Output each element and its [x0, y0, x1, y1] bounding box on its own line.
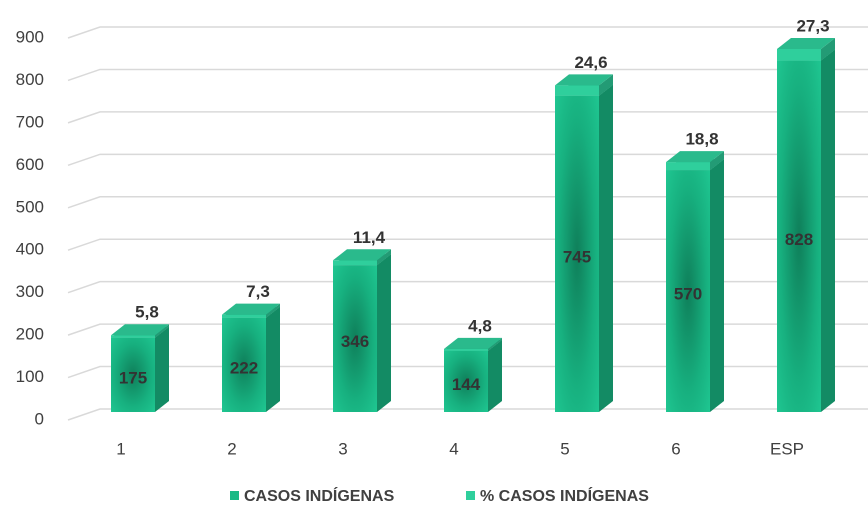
grid-line [67, 280, 868, 294]
grid-line [67, 238, 868, 251]
bar [666, 162, 710, 171]
y-tick-label: 200 [16, 325, 44, 344]
y-tick-label: 800 [16, 70, 44, 89]
y-tick-label: 600 [16, 155, 44, 174]
y-tick-label: 500 [16, 197, 44, 216]
bar [555, 95, 599, 413]
bar-side [155, 324, 169, 338]
grid-line [67, 111, 868, 124]
bar [333, 260, 377, 266]
grid-line [67, 196, 868, 209]
data-label: 5,8 [135, 303, 159, 322]
data-label: 175 [119, 368, 147, 387]
bar [444, 350, 488, 412]
bar-side [266, 306, 280, 412]
y-tick-label: 700 [16, 112, 44, 131]
data-label: 27,3 [796, 16, 829, 35]
data-label: 4,8 [468, 316, 492, 335]
bar-side [710, 151, 724, 171]
data-label: 346 [341, 332, 369, 351]
y-tick-label: 300 [16, 282, 44, 301]
grid-line [67, 153, 868, 167]
x-tick-label: 5 [560, 439, 569, 458]
bar-side [266, 303, 280, 318]
bar [444, 348, 488, 351]
data-label: 745 [563, 247, 591, 266]
data-label: 11,4 [353, 228, 386, 247]
grid-line [67, 68, 868, 82]
x-tick-label: 3 [338, 439, 347, 458]
bar [666, 170, 710, 412]
bar-side [821, 37, 835, 61]
bar [333, 265, 377, 412]
y-tick-label: 100 [16, 367, 44, 386]
bar-side [488, 339, 502, 412]
data-label: 7,3 [246, 282, 270, 301]
x-tick-label: 1 [116, 439, 125, 458]
bar [777, 60, 821, 413]
data-label: 144 [452, 375, 481, 394]
bar-top [222, 303, 280, 315]
y-tick-label: 400 [16, 240, 44, 259]
bar [111, 337, 155, 412]
bar-top [555, 74, 613, 86]
x-tick-label: 4 [449, 439, 458, 458]
grid-line [67, 26, 868, 39]
bar-side [377, 254, 391, 412]
bar-top [777, 37, 835, 49]
x-tick-label: 2 [227, 439, 236, 458]
x-tick-label: ESP [770, 439, 804, 458]
y-tick-label: 0 [35, 409, 44, 428]
bar [222, 317, 266, 412]
y-tick-label: 900 [16, 27, 44, 46]
legend-marker [466, 491, 475, 500]
grid-line [67, 408, 868, 421]
bar-side [488, 337, 502, 351]
data-label: 222 [230, 358, 258, 377]
x-tick-label: 6 [671, 439, 680, 458]
bar-side [599, 74, 613, 96]
bar-top [333, 249, 391, 261]
bar-side [377, 249, 391, 266]
data-label: 24,6 [574, 53, 607, 72]
data-label: 18,8 [685, 130, 718, 149]
data-label: 828 [785, 230, 813, 249]
legend-marker [230, 491, 239, 500]
legend-label: % CASOS INDÍGENAS [480, 486, 649, 505]
bar [555, 85, 599, 96]
bar-top [666, 151, 724, 163]
legend-label: CASOS INDÍGENAS [244, 486, 395, 505]
bar-side [599, 84, 613, 413]
data-label: 570 [674, 285, 702, 304]
bar-side [821, 49, 835, 413]
bar [777, 48, 821, 61]
bar-top [444, 337, 502, 349]
bar-top [111, 324, 169, 336]
bar [222, 314, 266, 318]
bar-side [710, 159, 724, 412]
bar [111, 335, 155, 338]
bar-side [155, 326, 169, 412]
